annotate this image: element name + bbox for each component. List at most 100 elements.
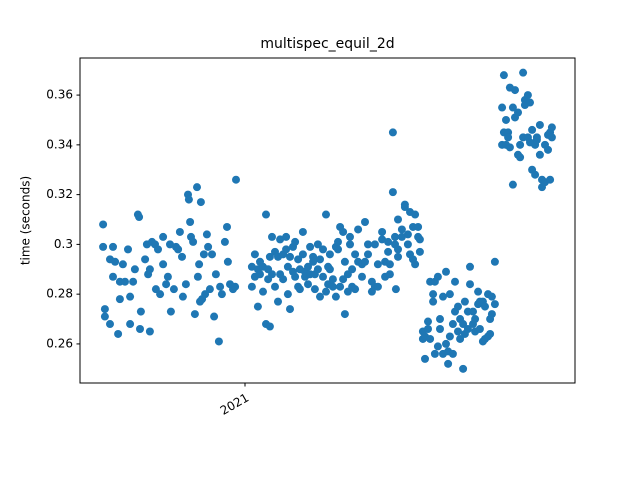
point [250, 250, 259, 259]
point [118, 260, 127, 269]
point [309, 257, 318, 266]
point [279, 275, 288, 284]
point [397, 232, 406, 241]
point [298, 227, 307, 236]
point [460, 297, 469, 306]
point [114, 329, 123, 338]
point [454, 302, 462, 311]
point [466, 262, 474, 271]
point [231, 282, 240, 291]
point [508, 103, 517, 112]
point [429, 290, 438, 299]
point [378, 227, 387, 236]
y-tick-label: 0.26 [46, 336, 73, 350]
point [385, 270, 394, 279]
point [535, 150, 544, 159]
point [259, 287, 267, 296]
point [174, 245, 183, 254]
point [547, 133, 556, 142]
point [282, 245, 291, 254]
point [136, 324, 144, 333]
point [391, 232, 399, 241]
point [388, 188, 397, 197]
point [126, 320, 135, 329]
point [190, 310, 199, 319]
point [456, 334, 465, 343]
point [304, 280, 312, 289]
point [415, 235, 424, 244]
point [291, 237, 300, 246]
point [247, 262, 256, 271]
point [210, 312, 219, 321]
point [130, 265, 139, 274]
point [195, 260, 204, 269]
y-tick-label: 0.36 [46, 88, 73, 102]
point [201, 290, 210, 299]
point [424, 324, 432, 333]
point [328, 275, 337, 284]
y-axis-label: time (seconds) [19, 176, 33, 265]
point [364, 240, 372, 249]
point [370, 240, 379, 249]
point [271, 282, 279, 291]
point [159, 260, 168, 269]
point [487, 292, 496, 301]
point [505, 143, 514, 152]
point [217, 290, 226, 299]
point [397, 225, 406, 234]
point [141, 255, 150, 264]
point [253, 302, 262, 311]
point [208, 250, 216, 259]
point [442, 339, 450, 348]
point [282, 232, 291, 241]
point [424, 317, 432, 326]
point [274, 297, 282, 306]
point [471, 315, 480, 324]
point [385, 260, 394, 269]
point [100, 312, 109, 321]
point [508, 180, 517, 189]
point [504, 133, 513, 142]
point [265, 322, 274, 331]
point [426, 334, 435, 343]
point [487, 310, 496, 319]
point [415, 247, 424, 256]
point [448, 320, 457, 329]
point [216, 282, 225, 291]
point [459, 364, 468, 373]
point [490, 257, 499, 266]
point [268, 232, 276, 241]
point [339, 227, 348, 236]
point [214, 337, 223, 346]
point [111, 257, 120, 266]
point [135, 213, 144, 222]
point [448, 349, 457, 358]
point [100, 305, 109, 314]
point [115, 295, 124, 304]
point [351, 250, 360, 259]
point [223, 257, 232, 266]
point [145, 265, 154, 274]
point [129, 277, 138, 286]
point [364, 250, 372, 259]
point [325, 250, 334, 259]
point [351, 285, 360, 294]
point [436, 315, 444, 324]
point [490, 300, 499, 309]
point [348, 265, 357, 274]
point [499, 71, 508, 80]
point [166, 240, 174, 249]
point [430, 349, 439, 358]
point [474, 287, 483, 296]
point [411, 210, 420, 219]
point [336, 282, 345, 291]
point [124, 245, 132, 254]
point [400, 203, 409, 212]
point [169, 285, 178, 294]
point [442, 267, 450, 276]
point [523, 91, 532, 100]
point [136, 307, 145, 316]
point [481, 302, 489, 311]
point [262, 210, 270, 219]
point [411, 260, 420, 269]
